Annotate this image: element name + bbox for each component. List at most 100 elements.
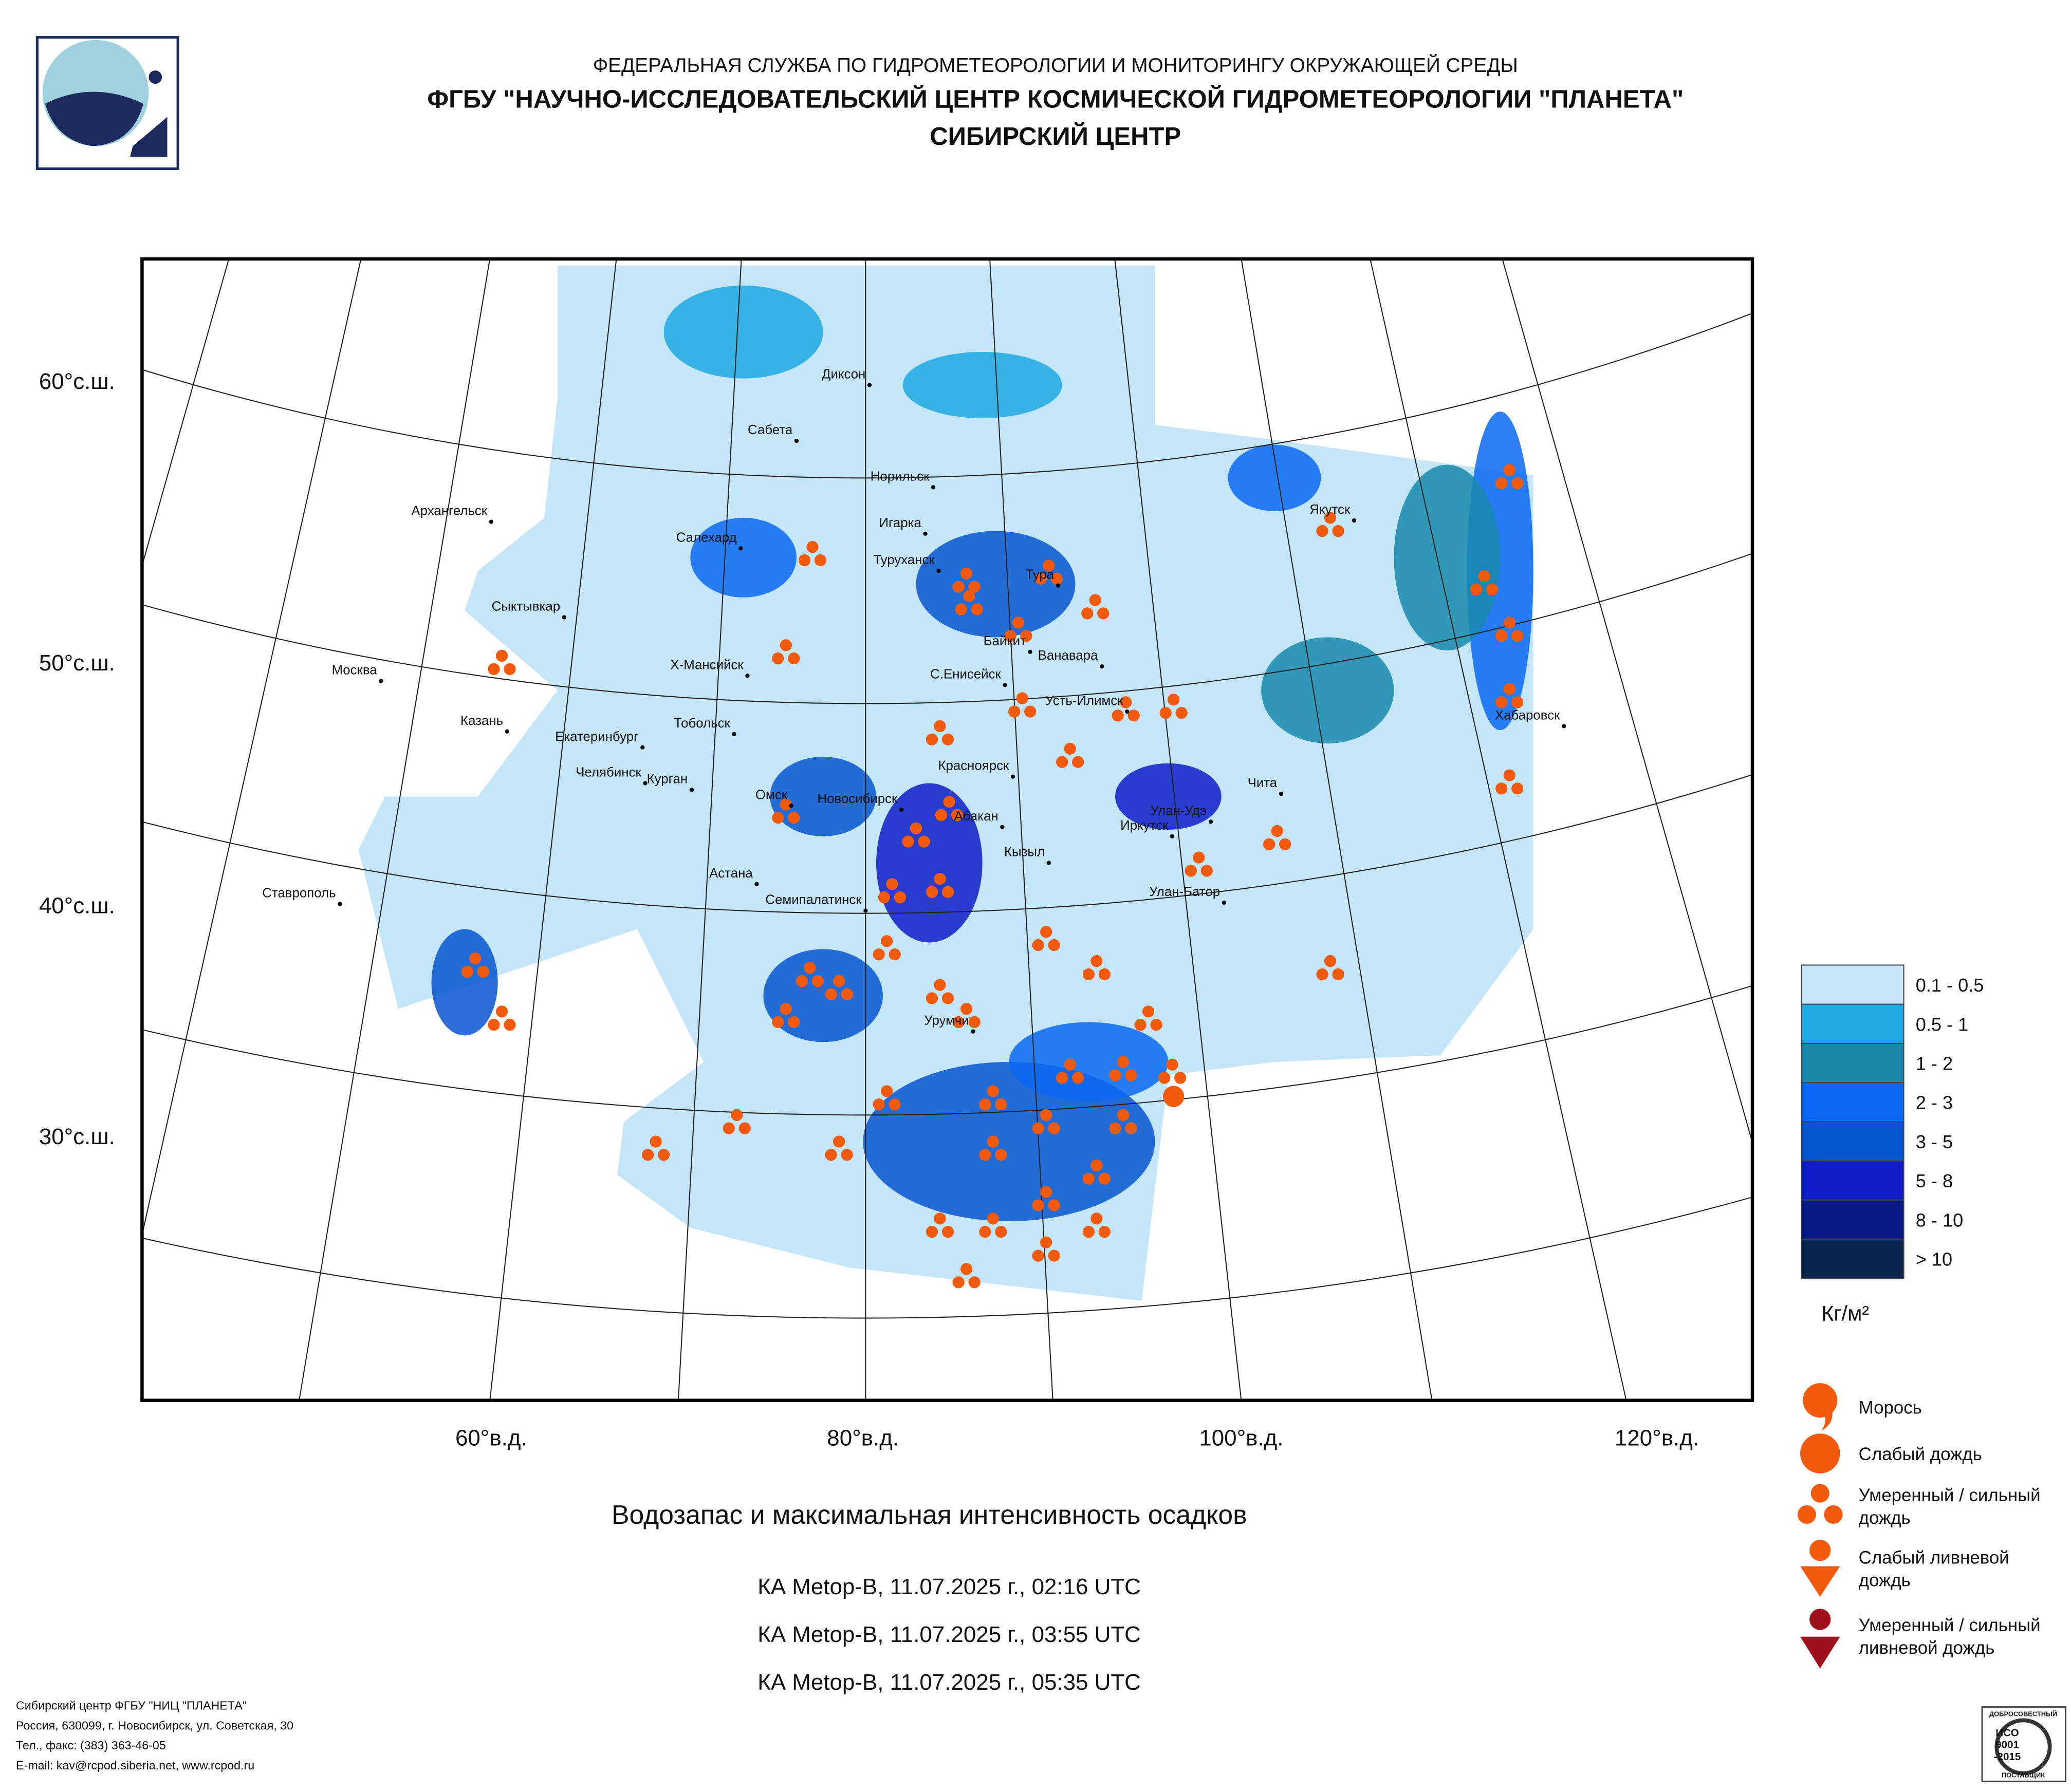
precip-symbol bbox=[987, 1135, 999, 1148]
precip-symbol bbox=[1117, 1056, 1130, 1068]
precip-symbol bbox=[934, 872, 946, 885]
precip-symbol bbox=[1082, 1172, 1095, 1185]
precip-symbol bbox=[1166, 1058, 1178, 1071]
city-label: Абакан bbox=[954, 809, 998, 824]
footer-line: E-mail: kav@rcpod.siberia.net, www.rcpod… bbox=[16, 1759, 254, 1772]
precip-symbol bbox=[941, 733, 954, 745]
precip-symbol bbox=[1271, 825, 1283, 837]
precip-symbol bbox=[934, 1212, 946, 1225]
precip-symbol bbox=[1150, 1019, 1162, 1031]
legend: 0.1 - 0.5 0.5 - 1 1 - 2 2 - 3 3 - 5 5 - 8 8 - … bbox=[1801, 964, 1984, 1326]
stamp-text: ИСО bbox=[1995, 1727, 2019, 1739]
precip-symbol bbox=[1127, 710, 1140, 722]
city-dot bbox=[738, 546, 743, 551]
precip-symbol bbox=[995, 1226, 1007, 1238]
legend-swatch bbox=[1801, 1003, 1904, 1044]
city-label: Тобольск bbox=[674, 716, 730, 731]
precip-symbol bbox=[780, 798, 792, 811]
precip-symbol bbox=[1263, 838, 1275, 850]
lat-label: 40°с.ш. bbox=[39, 893, 115, 919]
precip-symbol bbox=[1040, 1236, 1052, 1248]
precip-symbol bbox=[1125, 1069, 1137, 1081]
legend-swatch bbox=[1801, 1160, 1904, 1201]
precip-symbol bbox=[935, 809, 948, 822]
precip-symbol bbox=[1279, 838, 1291, 850]
precip-symbol bbox=[788, 652, 800, 665]
precip-symbol bbox=[1004, 630, 1016, 642]
precip-symbol bbox=[833, 1135, 845, 1148]
city-label: Норильск bbox=[871, 470, 930, 484]
city-label: Омск bbox=[755, 788, 788, 802]
precip-symbol bbox=[1081, 607, 1094, 620]
meridian bbox=[1370, 259, 1627, 1401]
precip-symbol bbox=[1090, 1159, 1103, 1172]
city-label: Архангельск bbox=[411, 504, 487, 518]
city-dot bbox=[936, 569, 941, 573]
precip-symbol bbox=[1048, 939, 1060, 951]
city-dot bbox=[1125, 709, 1130, 714]
legend-label: 5 - 8 bbox=[1916, 1170, 1953, 1191]
precip-symbol bbox=[772, 812, 784, 824]
precip-symbol bbox=[1159, 706, 1172, 719]
cloud-patch bbox=[663, 285, 823, 379]
precip-symbol bbox=[780, 1003, 792, 1015]
chart-title: Водозапас и максимальная интенсивность о… bbox=[612, 1500, 1247, 1529]
precip-symbol bbox=[1040, 926, 1052, 938]
city-dot bbox=[1000, 825, 1005, 829]
city-dot bbox=[745, 674, 750, 678]
city-dot bbox=[794, 438, 799, 443]
meridian bbox=[1241, 259, 1433, 1401]
city-dot bbox=[867, 383, 872, 387]
stamp-text: ДОБРОСОВЕСТНЫЙ bbox=[1989, 1710, 2057, 1718]
symbol-label: дождь bbox=[1859, 1570, 1911, 1590]
precip-symbol bbox=[918, 835, 930, 848]
precip-symbol bbox=[658, 1149, 670, 1161]
precip-symbol bbox=[910, 822, 922, 834]
legend-swatch bbox=[1801, 1199, 1904, 1240]
city-dot bbox=[1010, 774, 1015, 779]
precip-symbol bbox=[1324, 512, 1337, 524]
precip-symbol bbox=[987, 1085, 999, 1097]
precip-symbol bbox=[825, 1149, 837, 1161]
precip-symbol bbox=[723, 1122, 735, 1134]
legend-unit: Кг/м² bbox=[1821, 1302, 1869, 1326]
cloud-area bbox=[358, 266, 1533, 1301]
precip-symbol bbox=[1082, 1226, 1095, 1238]
city-dot bbox=[1003, 683, 1007, 687]
precip-symbol bbox=[1332, 968, 1344, 981]
city-dot bbox=[1352, 518, 1357, 523]
cloud-patch bbox=[1261, 637, 1394, 743]
cloud-patch bbox=[1228, 444, 1321, 511]
legend-swatch bbox=[1801, 1082, 1904, 1123]
symbol-label: Умеренный / сильный bbox=[1859, 1615, 2041, 1635]
precip-symbol bbox=[995, 1149, 1007, 1161]
meridian bbox=[989, 259, 1053, 1401]
precip-symbol bbox=[1511, 477, 1524, 490]
precip-symbol bbox=[1495, 630, 1508, 642]
precip-symbol bbox=[642, 1149, 654, 1161]
precip-symbol bbox=[1332, 525, 1344, 537]
cloud-patch bbox=[1115, 763, 1222, 830]
precip-symbol bbox=[1117, 1109, 1130, 1121]
precip-symbol bbox=[979, 1098, 991, 1111]
lat-label: 60°с.ш. bbox=[39, 369, 115, 394]
city-label: Астана bbox=[709, 866, 753, 881]
precip-symbol bbox=[1050, 573, 1063, 585]
precip-symbol bbox=[960, 1263, 973, 1275]
precip-symbol bbox=[979, 1149, 991, 1161]
precip-symbol bbox=[1109, 1069, 1121, 1081]
city-dot bbox=[505, 729, 509, 734]
precip-symbol bbox=[1134, 1019, 1147, 1031]
city-label: Екатеринбург bbox=[555, 730, 639, 744]
lat-label: 30°с.ш. bbox=[39, 1124, 115, 1149]
city-dot bbox=[1208, 819, 1213, 824]
city-label: Якутск bbox=[1309, 502, 1351, 517]
precip-symbol bbox=[1495, 782, 1508, 795]
legend-label: > 10 bbox=[1916, 1249, 1952, 1270]
meridian bbox=[1114, 259, 1242, 1401]
city-dot bbox=[1279, 792, 1284, 796]
lat-label: 50°с.ш. bbox=[39, 650, 115, 676]
precip-symbol bbox=[488, 1019, 500, 1031]
city-label: Челябинск bbox=[576, 766, 641, 780]
